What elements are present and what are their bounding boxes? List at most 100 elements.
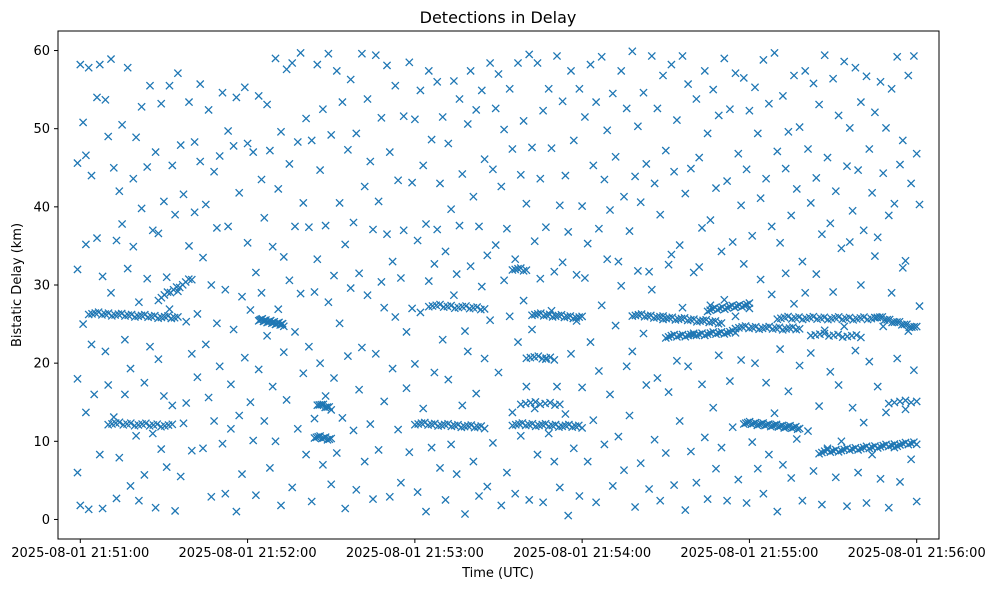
data-point — [697, 223, 707, 232]
data-point — [884, 211, 893, 220]
data-point — [226, 380, 235, 389]
data-point — [276, 127, 286, 136]
data-point — [494, 368, 503, 377]
data-point — [547, 306, 556, 315]
data-point — [402, 327, 411, 336]
data-point — [898, 136, 907, 145]
data-point — [650, 179, 659, 188]
data-point — [875, 313, 884, 322]
data-point — [578, 202, 587, 211]
data-point — [566, 349, 576, 358]
data-point — [491, 241, 500, 250]
data-point — [870, 108, 879, 117]
data-point — [268, 382, 277, 391]
data-point — [555, 400, 564, 409]
data-point — [168, 401, 177, 410]
data-point — [603, 126, 612, 135]
data-point — [79, 118, 88, 127]
data-point — [421, 507, 431, 516]
data-point — [667, 250, 676, 259]
data-point — [740, 301, 749, 310]
data-point — [725, 377, 734, 386]
data-point — [98, 504, 107, 513]
data-point — [427, 443, 436, 452]
data-point — [165, 305, 174, 314]
data-point — [711, 464, 721, 473]
data-point — [778, 91, 787, 100]
data-point — [848, 403, 857, 412]
data-point — [534, 352, 543, 361]
data-point — [809, 79, 818, 88]
data-point — [151, 148, 160, 157]
data-point — [890, 199, 899, 208]
data-point — [695, 153, 704, 162]
data-point — [915, 200, 924, 209]
data-point — [76, 60, 85, 69]
data-point — [302, 450, 311, 459]
data-point — [592, 498, 601, 507]
data-point — [388, 257, 397, 266]
data-point — [803, 427, 813, 436]
data-point — [527, 311, 537, 320]
data-point — [544, 84, 553, 93]
data-point — [522, 266, 531, 275]
data-point — [539, 311, 548, 320]
data-point — [243, 238, 252, 247]
data-point — [898, 263, 907, 272]
data-point — [474, 491, 484, 501]
data-point — [561, 171, 570, 180]
data-point — [441, 247, 450, 256]
data-point — [793, 425, 802, 434]
data-point — [773, 147, 782, 156]
data-point — [288, 58, 297, 68]
data-point — [249, 436, 258, 445]
data-point — [551, 312, 560, 321]
data-point — [764, 99, 773, 108]
data-point — [840, 57, 849, 66]
data-point — [631, 311, 640, 320]
data-point — [215, 151, 224, 161]
data-point — [530, 237, 539, 246]
data-point — [900, 320, 909, 329]
data-point — [703, 495, 712, 504]
data-point — [229, 325, 238, 334]
x-axis-label: Time (UTC) — [461, 566, 534, 581]
data-point — [854, 468, 863, 477]
data-point — [229, 141, 238, 150]
data-point — [282, 395, 291, 404]
data-point — [831, 187, 840, 196]
data-point — [734, 475, 743, 484]
data-point — [633, 266, 642, 275]
data-point — [391, 81, 400, 90]
data-point — [781, 164, 790, 173]
data-point — [313, 255, 322, 264]
y-tick-label: 20 — [33, 357, 50, 372]
data-point — [408, 178, 417, 187]
data-point — [187, 349, 196, 358]
data-point — [681, 189, 690, 198]
data-point — [73, 265, 82, 274]
data-point — [873, 382, 882, 391]
data-point — [201, 200, 210, 209]
data-point — [714, 111, 723, 120]
data-point — [801, 66, 810, 75]
data-point — [633, 122, 642, 131]
data-point — [321, 221, 330, 230]
data-point — [444, 139, 453, 148]
data-point — [647, 51, 656, 61]
data-point — [360, 457, 369, 466]
data-point — [895, 477, 905, 486]
data-point — [394, 425, 403, 434]
data-point — [829, 287, 838, 297]
data-point — [552, 51, 562, 61]
data-point — [879, 322, 888, 331]
data-point — [371, 349, 380, 358]
data-point — [402, 384, 411, 393]
data-point — [338, 98, 347, 107]
data-point — [87, 340, 96, 349]
data-point — [909, 51, 918, 61]
data-point — [617, 66, 626, 75]
data-point — [165, 81, 174, 90]
data-point — [449, 76, 458, 86]
data-point — [263, 331, 272, 340]
